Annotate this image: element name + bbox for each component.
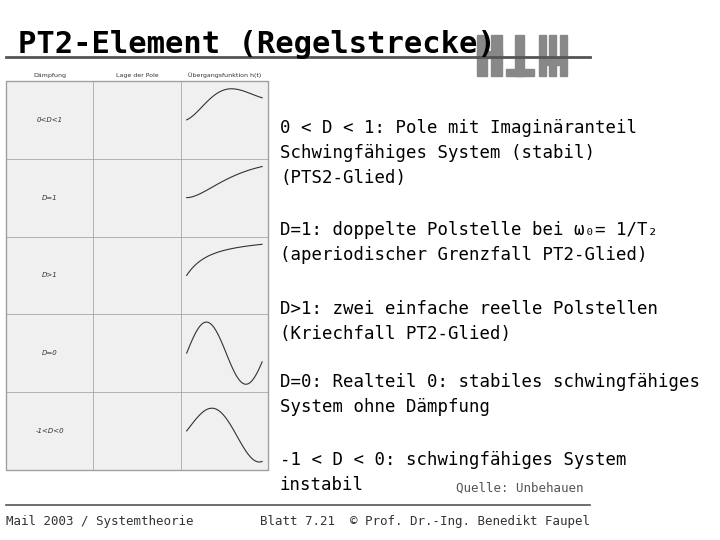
Bar: [544, 58, 551, 65]
Text: D=0: Realteil 0: stabiles schwingfähiges
System ohne Dämpfung: D=0: Realteil 0: stabiles schwingfähiges…: [280, 373, 700, 416]
Text: D=1: D=1: [42, 194, 58, 201]
Text: Dämpfung: Dämpfung: [33, 73, 66, 78]
FancyBboxPatch shape: [6, 81, 268, 470]
Bar: [491, 35, 502, 76]
Text: Quelle: Unbehauen: Quelle: Unbehauen: [456, 481, 584, 494]
Text: © Prof. Dr.-Ing. Benedikt Faupel: © Prof. Dr.-Ing. Benedikt Faupel: [350, 515, 590, 528]
Text: D>1: D>1: [42, 272, 58, 279]
Text: 0<D<1: 0<D<1: [37, 117, 63, 123]
Bar: [477, 35, 487, 76]
Text: Übergangsfunktion h(t): Übergangsfunktion h(t): [188, 72, 261, 78]
Text: D=1: doppelte Polstelle bei ω₀= 1/T₂
(aperiodischer Grenzfall PT2-Glied): D=1: doppelte Polstelle bei ω₀= 1/T₂ (ap…: [280, 221, 658, 265]
Text: -1 < D < 0: schwingfähiges System
instabil: -1 < D < 0: schwingfähiges System instab…: [280, 451, 626, 494]
Bar: [515, 35, 524, 76]
Text: 0 < D < 1: Pole mit Imaginäranteil
Schwingfähiges System (stabil)
(PTS2-Glied): 0 < D < 1: Pole mit Imaginäranteil Schwi…: [280, 119, 637, 187]
Text: PT2-Element (Regelstrecke): PT2-Element (Regelstrecke): [18, 30, 495, 59]
Text: Mail 2003 / Systemtheorie: Mail 2003 / Systemtheorie: [6, 515, 194, 528]
Bar: [549, 35, 557, 76]
Text: Blatt 7.21: Blatt 7.21: [261, 515, 336, 528]
Bar: [560, 35, 567, 76]
Bar: [506, 69, 534, 76]
Bar: [477, 51, 502, 58]
Text: Lage der Pole: Lage der Pole: [116, 73, 158, 78]
Text: D=0: D=0: [42, 350, 58, 356]
Text: D>1: zwei einfache reelle Polstellen
(Kriechfall PT2-Glied): D>1: zwei einfache reelle Polstellen (Kr…: [280, 300, 658, 343]
Bar: [554, 58, 562, 65]
Bar: [539, 35, 546, 76]
Text: -1<D<0: -1<D<0: [35, 428, 64, 434]
